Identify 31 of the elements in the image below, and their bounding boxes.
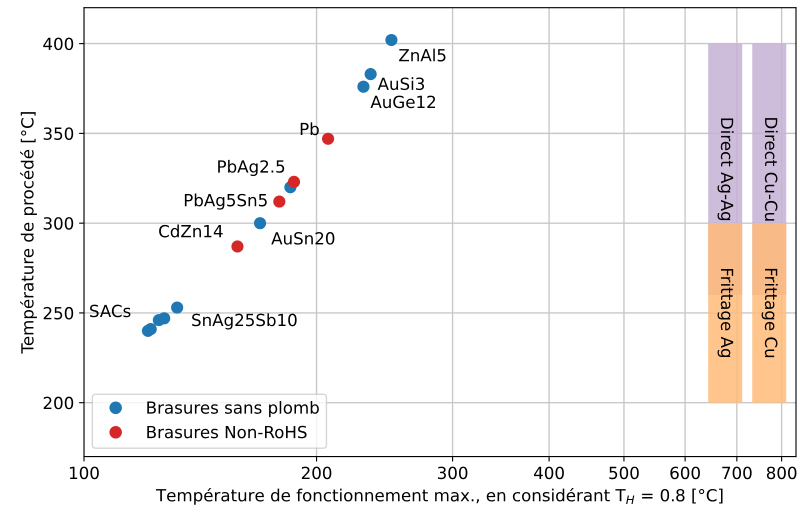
legend-label: Brasures Non-RoHS <box>147 426 307 438</box>
annotation: PbAg5Sn5 <box>184 194 267 210</box>
annotation: AuSn20 <box>271 232 334 245</box>
series-label: Direct Ag-Ag <box>718 118 734 220</box>
x-tick-label: 600 <box>670 466 700 480</box>
annotation: PbAg2.5 <box>218 160 284 176</box>
annotation: SACs <box>90 304 130 318</box>
annotation: ZnAl5 <box>399 48 446 62</box>
y-tick-label: 250 <box>44 306 74 320</box>
x-tick-label: 100 <box>70 466 99 480</box>
y-tick-label: 350 <box>44 127 74 140</box>
y-axis-title: Température de procédé [°C] <box>20 112 37 354</box>
y-tick-label: 400 <box>43 38 74 50</box>
annotation: CdZn14 <box>159 224 223 238</box>
x-tick-label: 400 <box>534 466 564 480</box>
x-axis-title: Température de fonctionnement max., en considérant T$_{H}$ = 0.8 [°C] <box>156 488 723 505</box>
x-tick-label: 500 <box>609 466 639 480</box>
series-label: Frittage Ag <box>718 268 734 358</box>
series-label: Frittage Cu <box>762 268 778 358</box>
annotation: Pb <box>300 122 319 136</box>
annotation: SnAg25Sb10 <box>192 313 297 330</box>
annotation: AuSi3 <box>378 77 424 90</box>
x-tick-label: 800 <box>766 466 796 480</box>
x-tick-label: 200 <box>302 466 332 480</box>
annotation: AuGe12 <box>370 96 436 108</box>
series-label: Direct Cu-Cu <box>764 118 778 221</box>
x-tick-label: 700 <box>722 466 752 480</box>
legend-label: Brasures sans plomb <box>147 400 319 418</box>
x-tick-label: 300 <box>438 466 468 480</box>
y-tick-label: 200 <box>44 396 74 410</box>
y-tick-label: 300 <box>44 217 74 230</box>
